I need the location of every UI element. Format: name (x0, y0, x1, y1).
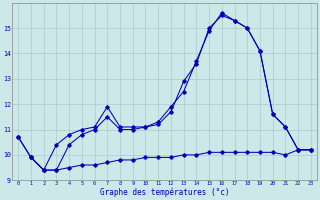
X-axis label: Graphe des températures (°c): Graphe des températures (°c) (100, 188, 229, 197)
